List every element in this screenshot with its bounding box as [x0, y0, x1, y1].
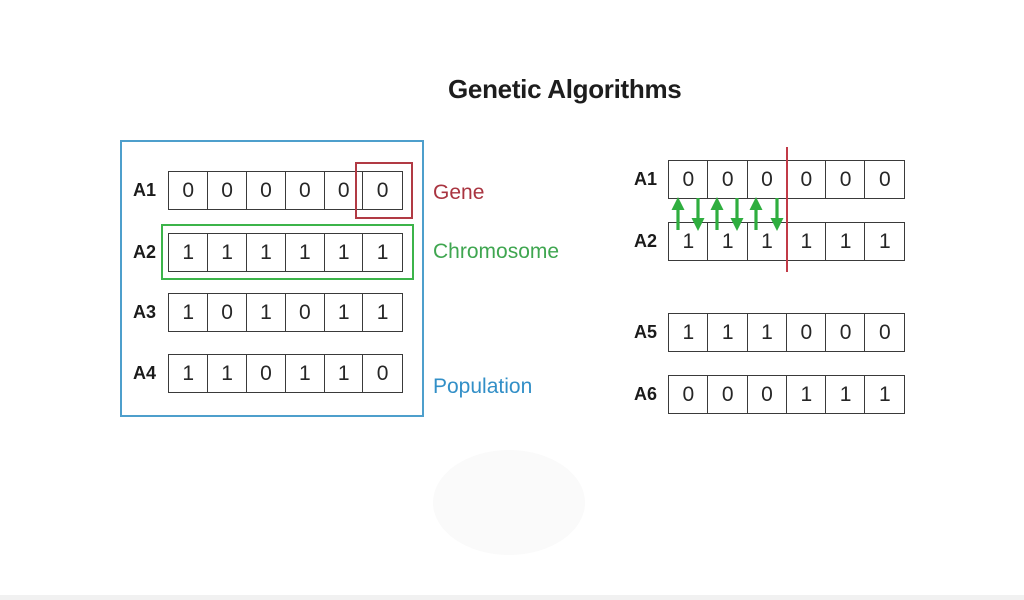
gene-cell: 0 — [707, 375, 749, 414]
gene-cell: 1 — [362, 293, 403, 332]
gene-cell: 1 — [785, 222, 827, 261]
gene-cell: 1 — [825, 375, 866, 414]
gene-cell: 1 — [284, 233, 326, 272]
chromosome-cells: 1 1 1 0 0 0 — [668, 313, 906, 352]
gene-cell: 0 — [746, 160, 788, 199]
chromosome-cells: 1 1 1 1 1 1 — [168, 233, 403, 272]
watermark-blob — [433, 450, 585, 555]
gene-cell: 0 — [864, 160, 906, 199]
gene-cell: 0 — [362, 354, 403, 393]
gene-cell: 1 — [785, 375, 827, 414]
row-label: A1 — [634, 169, 658, 189]
gene-cell: 0 — [707, 160, 749, 199]
gene-cell: 1 — [362, 233, 403, 272]
chromosome-highlight-box — [161, 224, 414, 280]
row-label: A5 — [634, 322, 658, 342]
row-label: A3 — [133, 302, 157, 322]
chromosome-cells: 1 0 1 0 1 1 — [168, 293, 403, 332]
chromosome-label: Chromosome — [433, 240, 560, 263]
crossover-row-a6: A6 0 0 0 1 1 1 — [634, 375, 906, 414]
population-row-a1: A1 0 0 0 0 0 0 — [133, 171, 403, 210]
gene-cell: 1 — [284, 354, 326, 393]
row-label: A2 — [634, 231, 658, 251]
gene-cell: 0 — [362, 171, 403, 210]
gene-cell: 0 — [668, 375, 709, 414]
page-title: Genetic Algorithms — [448, 74, 682, 104]
gene-cell: 1 — [206, 354, 248, 393]
gene-cell: 1 — [825, 222, 866, 261]
gene-cell: 0 — [245, 354, 287, 393]
crossover-row-a1: A1 0 0 0 0 0 0 — [634, 160, 906, 199]
crossover-arrows-icon — [671, 197, 784, 231]
row-label: A6 — [634, 384, 658, 404]
gene-highlight-box — [355, 162, 413, 219]
gene-cell: 0 — [323, 171, 364, 210]
chromosome-cells: 1 1 0 1 1 0 — [168, 354, 403, 393]
gene-cell: 1 — [864, 222, 906, 261]
gene-cell: 1 — [168, 233, 209, 272]
gene-cell: 0 — [785, 313, 827, 352]
gene-cell: 0 — [245, 171, 287, 210]
gene-cell: 1 — [168, 354, 209, 393]
population-row-a4: A4 1 1 0 1 1 0 — [133, 354, 403, 393]
gene-cell: 1 — [707, 222, 749, 261]
gene-cell: 1 — [245, 233, 287, 272]
gene-label: Gene — [433, 181, 485, 204]
gene-cell: 0 — [284, 293, 326, 332]
population-label: Population — [433, 375, 533, 398]
gene-cell: 1 — [707, 313, 749, 352]
gene-cell: 0 — [206, 293, 248, 332]
row-label: A1 — [133, 180, 157, 200]
gene-cell: 0 — [825, 313, 866, 352]
gene-cell: 1 — [323, 233, 364, 272]
crossover-row-a5: A5 1 1 1 0 0 0 — [634, 313, 906, 352]
crossover-point-line — [786, 147, 788, 272]
gene-cell: 1 — [245, 293, 287, 332]
gene-cell: 1 — [323, 293, 364, 332]
gene-cell: 0 — [864, 313, 906, 352]
gene-cell: 1 — [746, 313, 788, 352]
population-box — [120, 140, 424, 417]
gene-cell: 0 — [825, 160, 866, 199]
gene-cell: 1 — [168, 293, 209, 332]
chromosome-cells: 0 0 0 0 0 0 — [668, 160, 906, 199]
population-row-a3: A3 1 0 1 0 1 1 — [133, 293, 403, 332]
gene-cell: 1 — [323, 354, 364, 393]
population-row-a2: A2 1 1 1 1 1 1 — [133, 233, 403, 272]
gene-cell: 1 — [668, 313, 709, 352]
chromosome-cells: 0 0 0 0 0 0 — [168, 171, 403, 210]
chromosome-cells: 0 0 0 1 1 1 — [668, 375, 906, 414]
gene-cell: 1 — [668, 222, 709, 261]
gene-cell: 0 — [785, 160, 827, 199]
gene-cell: 1 — [864, 375, 906, 414]
gene-cell: 0 — [668, 160, 709, 199]
bottom-edge-strip — [0, 595, 1024, 600]
gene-cell: 0 — [746, 375, 788, 414]
gene-cell: 0 — [206, 171, 248, 210]
row-label: A2 — [133, 242, 157, 262]
row-label: A4 — [133, 363, 157, 383]
gene-cell: 0 — [284, 171, 326, 210]
gene-cell: 0 — [168, 171, 209, 210]
